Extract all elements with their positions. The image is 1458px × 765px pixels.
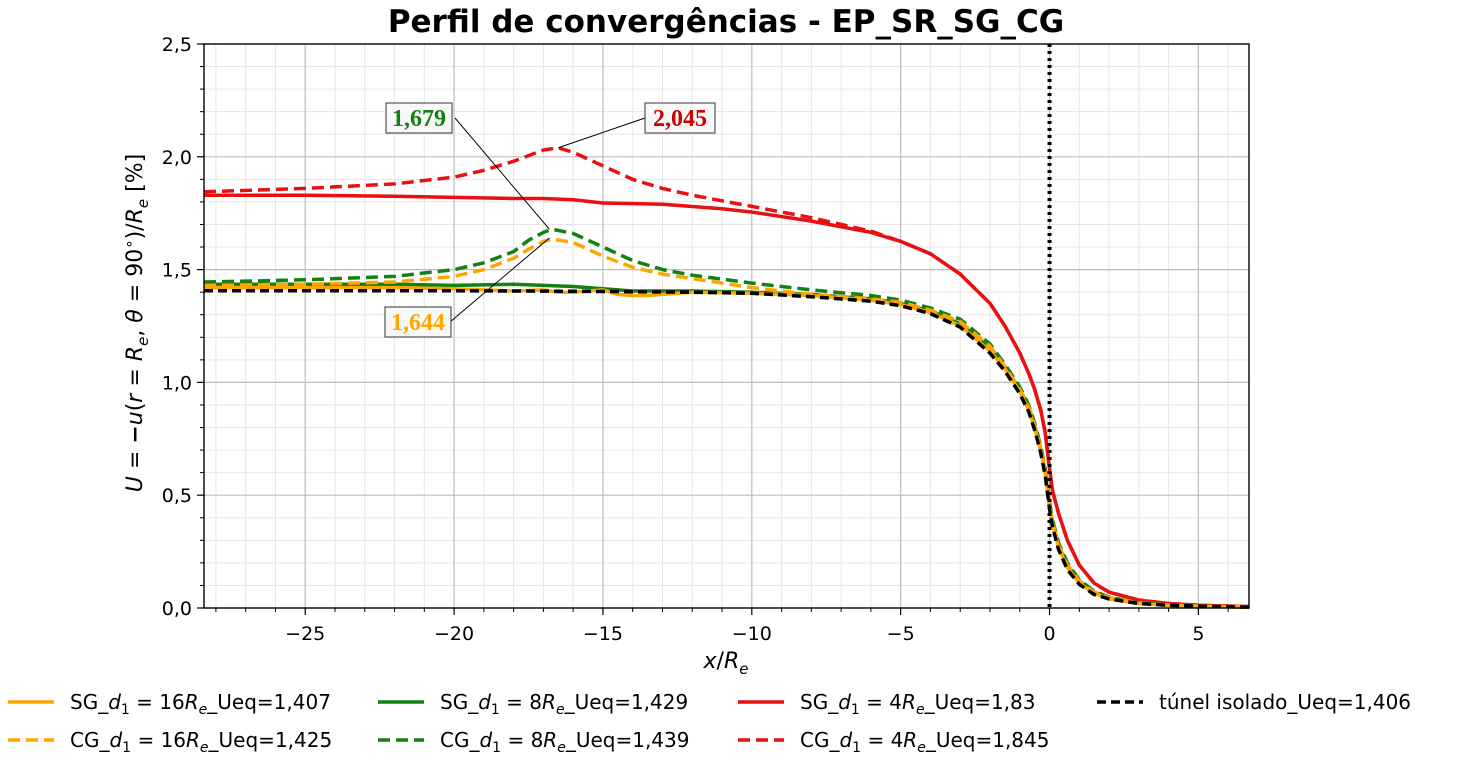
annotation-box <box>644 102 716 134</box>
annotation-arrow <box>454 117 550 230</box>
series-layer <box>203 146 1250 609</box>
plot-frame <box>203 43 1250 609</box>
x-tick-label: −5 <box>887 623 915 645</box>
legend: SG_d1 = 16Re_Ueq=1,407 SG_d1 = 8Re_Ueq=1,… <box>8 690 1411 756</box>
y-tick-label: 2,0 <box>162 147 192 169</box>
x-tick-label: 5 <box>1192 623 1204 645</box>
y-axis-label: U = −u(r = Re, θ = 90∘)/Re [%] <box>120 154 152 492</box>
y-tick-label: 1,5 <box>162 260 192 282</box>
major-grid <box>204 44 1249 608</box>
y-tick-label: 2,5 <box>162 34 192 56</box>
series-line-0 <box>204 285 1250 609</box>
legend-entry-label: SG_d1 = 4Re_Ueq=1,83 <box>800 690 1036 718</box>
legend-entry-label: CG_d1 = 16Re_Ueq=1,425 <box>70 728 332 756</box>
legend-entry-label: SG_d1 = 16Re_Ueq=1,407 <box>70 690 331 718</box>
x-tick-label: 0 <box>1043 623 1055 645</box>
y-tick-label: 0,5 <box>162 485 192 507</box>
legend-entry-label: túnel isolado_Ueq=1,406 <box>1159 690 1411 714</box>
series-line-6 <box>204 289 1250 609</box>
y-tick-label: 0,0 <box>162 598 192 620</box>
minor-grid <box>204 44 1249 608</box>
annotation-arrow <box>558 117 646 149</box>
legend-entry-label: SG_d1 = 8Re_Ueq=1,429 <box>440 690 688 718</box>
x-tick-label: −25 <box>285 623 325 645</box>
annotation-box <box>385 102 453 134</box>
annotation-layer: 1,679 2,045 1,644 <box>384 102 716 338</box>
series-line-1 <box>203 237 1250 609</box>
chart-title: Perfil de convergências - EP_SR_SG_CG <box>388 4 1064 40</box>
legend-entry-label: CG_d1 = 8Re_Ueq=1,439 <box>440 728 689 756</box>
x-axis-label: x/Re <box>703 649 749 678</box>
annotation-label: 1,679 <box>392 106 446 132</box>
y-tick-label: 1,0 <box>162 372 192 394</box>
series-line-5 <box>203 146 1250 609</box>
x-tick-label: −15 <box>583 623 623 645</box>
series-line-2 <box>204 282 1250 609</box>
annotation-label: 1,644 <box>391 310 445 336</box>
x-tick-label: −20 <box>434 623 474 645</box>
annotation-box <box>384 306 452 338</box>
annotation-arrow <box>449 237 550 323</box>
legend-entry-label: CG_d1 = 4Re_Ueq=1,845 <box>800 728 1049 756</box>
annotation-label: 2,045 <box>653 106 707 132</box>
ticks-layer: −25 −20 −15 −10 −5 0 5 0,0 0,5 1,0 1,5 2,0 2,5 <box>162 34 1229 645</box>
series-line-4 <box>204 193 1250 609</box>
x-tick-label: −10 <box>732 623 772 645</box>
